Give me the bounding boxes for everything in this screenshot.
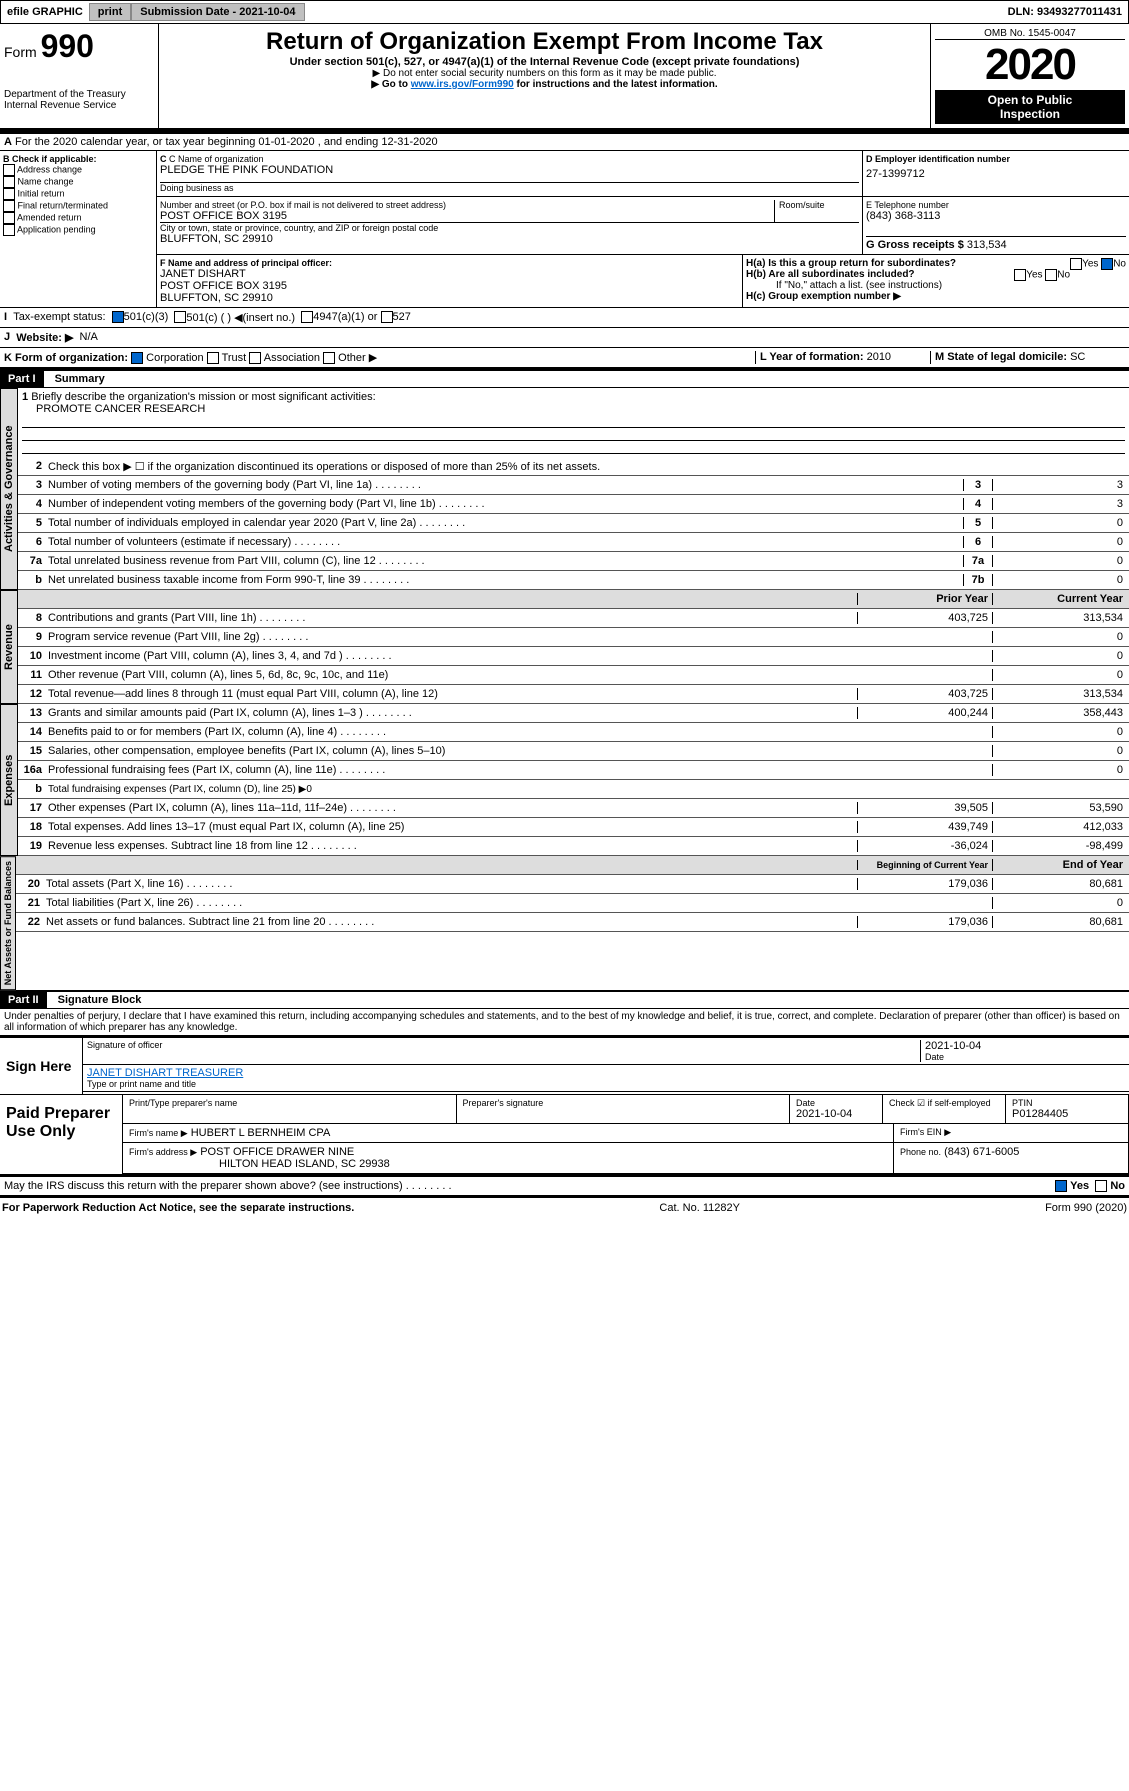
open-public: Open to Public: [941, 93, 1119, 107]
part1-bar: Part I: [0, 371, 44, 387]
tax-year: 2020: [935, 40, 1125, 90]
section-a-line: For the 2020 calendar year, or tax year …: [15, 136, 438, 148]
website: N/A: [80, 331, 98, 344]
phone: (843) 368-3113: [866, 210, 1126, 222]
inspection: Inspection: [941, 107, 1119, 121]
line3-val: 3: [992, 479, 1129, 491]
dln-label: DLN: 93493277011431: [1002, 6, 1128, 18]
part2-bar: Part II: [0, 992, 47, 1008]
tab-expenses: Expenses: [0, 704, 18, 856]
tab-netassets: Net Assets or Fund Balances: [0, 856, 16, 990]
form-subtitle-1: Under section 501(c), 527, or 4947(a)(1)…: [163, 56, 926, 68]
print-button[interactable]: print: [89, 3, 131, 21]
tab-revenue: Revenue: [0, 590, 18, 704]
paid-preparer-label: Paid Preparer Use Only: [0, 1095, 122, 1174]
paperwork-notice: For Paperwork Reduction Act Notice, see …: [2, 1202, 354, 1214]
form-number: 990: [41, 28, 94, 64]
top-toolbar: efile GRAPHIC print Submission Date - 20…: [0, 0, 1129, 24]
section-b-label: B Check if applicable:: [3, 154, 153, 164]
officer-sign-name[interactable]: JANET DISHART TREASURER: [87, 1067, 1125, 1079]
header-block: B Check if applicable: Address change Na…: [0, 151, 1129, 308]
part1-title: Summary: [47, 373, 105, 385]
form-word: Form: [4, 44, 37, 60]
officer-name: JANET DISHART: [160, 268, 739, 280]
form-subtitle-2: ▶ Do not enter social security numbers o…: [163, 68, 926, 79]
form-header: Form 990 Department of the Treasury Inte…: [0, 24, 1129, 131]
form-title: Return of Organization Exempt From Incom…: [163, 28, 926, 56]
declaration: Under penalties of perjury, I declare th…: [0, 1009, 1129, 1035]
tab-activities: Activities & Governance: [0, 388, 18, 590]
firm-name: HUBERT L BERNHEIM CPA: [191, 1127, 331, 1139]
gross-receipts: 313,534: [967, 239, 1007, 251]
omb-number: OMB No. 1545-0047: [935, 28, 1125, 40]
irs-label: Internal Revenue Service: [4, 100, 154, 111]
firm-phone: (843) 671-6005: [944, 1146, 1019, 1158]
efile-label: efile GRAPHIC: [1, 6, 89, 18]
sign-here-label: Sign Here: [0, 1038, 82, 1094]
part2-title: Signature Block: [50, 994, 142, 1006]
org-address: POST OFFICE BOX 3195: [160, 210, 774, 222]
org-city: BLUFFTON, SC 29910: [160, 233, 859, 245]
ptin: P01284405: [1012, 1108, 1068, 1120]
sign-date: 2021-10-04: [925, 1040, 1125, 1052]
ein: 27-1399712: [866, 168, 1126, 180]
instructions-link[interactable]: www.irs.gov/Form990: [411, 79, 514, 90]
state-domicile: SC: [1070, 351, 1085, 363]
org-name: PLEDGE THE PINK FOUNDATION: [160, 164, 859, 176]
submission-date: Submission Date - 2021-10-04: [131, 3, 304, 21]
year-formation: 2010: [867, 351, 891, 363]
discuss-question: May the IRS discuss this return with the…: [4, 1180, 452, 1192]
cat-no: Cat. No. 11282Y: [659, 1202, 740, 1214]
dept-treasury: Department of the Treasury: [4, 89, 154, 100]
mission: PROMOTE CANCER RESEARCH: [22, 403, 205, 415]
form-footer: Form 990 (2020): [1045, 1202, 1127, 1214]
